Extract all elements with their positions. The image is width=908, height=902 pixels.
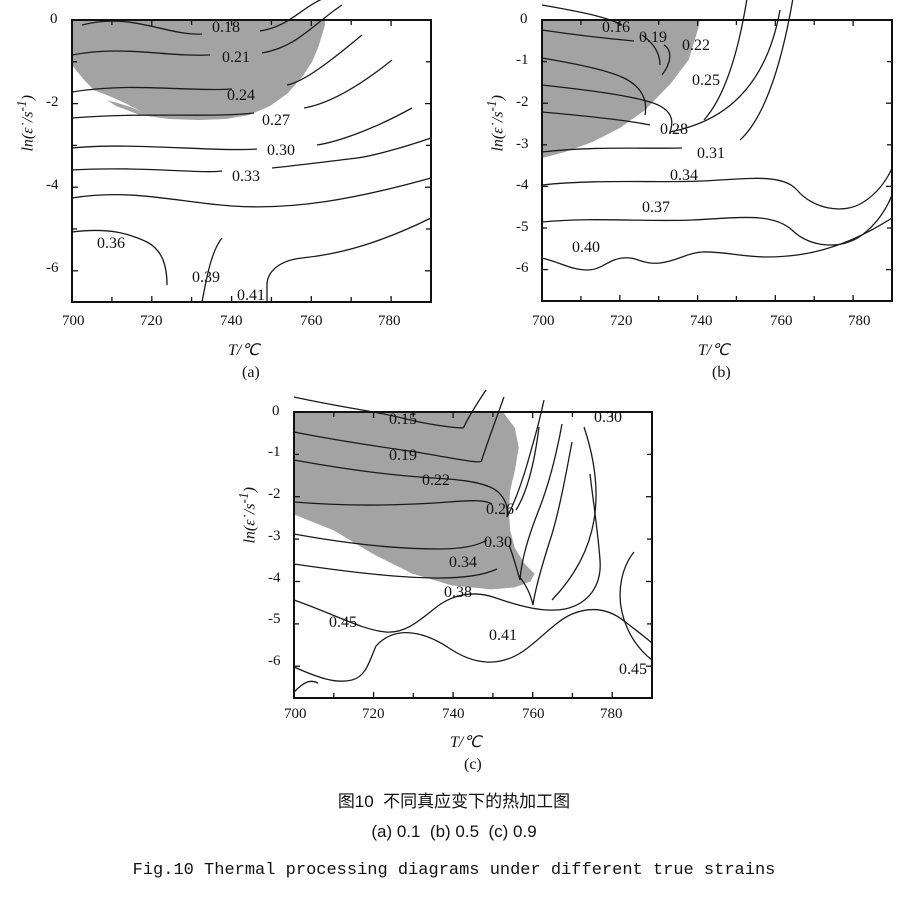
svg-text:0.34: 0.34 (449, 554, 477, 571)
svg-text:0.18: 0.18 (212, 19, 240, 36)
svg-text:0.19: 0.19 (639, 29, 667, 46)
svg-text:0.45: 0.45 (619, 661, 647, 678)
svg-text:0.37: 0.37 (642, 199, 670, 216)
svg-text:0.36: 0.36 (97, 235, 125, 252)
svg-text:0.28: 0.28 (660, 121, 688, 138)
svg-text:0.24: 0.24 (227, 87, 255, 104)
svg-text:0.25: 0.25 (692, 72, 720, 89)
svg-text:0.22: 0.22 (422, 472, 450, 489)
svg-text:0.22: 0.22 (682, 37, 710, 54)
svg-text:0.30: 0.30 (594, 409, 622, 426)
svg-text:0.41: 0.41 (237, 287, 265, 304)
svg-text:0.30: 0.30 (267, 142, 295, 159)
svg-text:0.45: 0.45 (329, 614, 357, 631)
svg-text:0.34: 0.34 (670, 167, 698, 184)
svg-text:0.33: 0.33 (232, 168, 260, 185)
svg-text:0.26: 0.26 (486, 501, 514, 518)
svg-text:0.31: 0.31 (697, 145, 725, 162)
svg-text:0.30: 0.30 (484, 534, 512, 551)
svg-text:0.38: 0.38 (444, 584, 472, 601)
svg-text:0.27: 0.27 (262, 112, 290, 129)
svg-text:0.40: 0.40 (572, 239, 600, 256)
svg-text:0.41: 0.41 (489, 627, 517, 644)
svg-text:0.21: 0.21 (222, 49, 250, 66)
svg-text:0.15: 0.15 (389, 411, 417, 428)
svg-text:0.19: 0.19 (389, 447, 417, 464)
svg-text:0.16: 0.16 (602, 19, 630, 36)
svg-text:0.39: 0.39 (192, 269, 220, 286)
